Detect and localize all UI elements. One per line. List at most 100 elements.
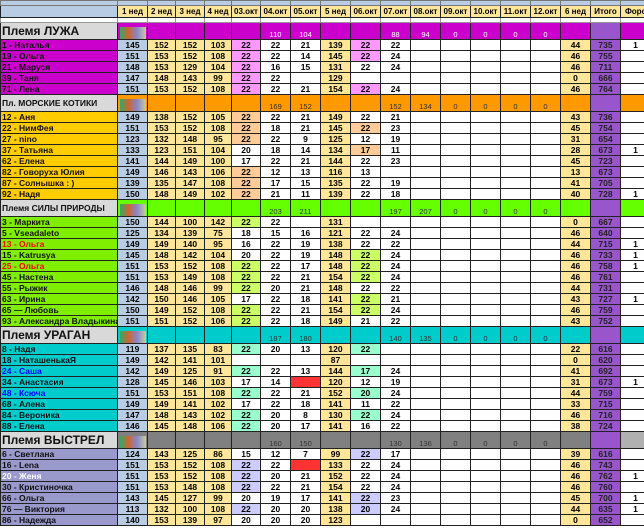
score-cell[interactable]: 22 — [350, 343, 381, 355]
score-cell[interactable]: 153 — [147, 271, 176, 283]
score-cell[interactable] — [410, 249, 441, 261]
score-cell[interactable]: 716 — [590, 409, 621, 421]
score-cell[interactable]: 144 — [147, 155, 176, 167]
score-cell[interactable]: 17 — [350, 144, 381, 156]
score-cell[interactable]: 22 — [231, 459, 261, 471]
score-cell[interactable]: 97 — [204, 514, 232, 526]
score-cell[interactable] — [470, 83, 501, 95]
score-cell[interactable]: 667 — [590, 216, 621, 228]
score-cell[interactable]: 22 — [350, 249, 381, 261]
column-header[interactable]: 3 нед — [175, 5, 205, 18]
score-cell[interactable]: 21 — [380, 293, 411, 305]
score-cell[interactable]: 139 — [320, 188, 351, 200]
score-cell[interactable] — [410, 216, 441, 228]
score-cell[interactable]: 17 — [260, 177, 291, 189]
score-cell[interactable]: 138 — [320, 238, 351, 250]
score-cell[interactable]: 147 — [175, 177, 205, 189]
score-cell[interactable] — [380, 343, 411, 355]
score-cell[interactable] — [530, 155, 561, 167]
score-cell[interactable]: 135 — [320, 177, 351, 189]
member-name[interactable]: 25 - Ольга — [0, 260, 118, 272]
score-cell[interactable]: 21 — [290, 155, 321, 167]
score-cell[interactable]: 700 — [590, 492, 621, 504]
score-cell[interactable]: 723 — [590, 155, 621, 167]
score-cell[interactable] — [620, 365, 644, 377]
score-cell[interactable] — [500, 315, 531, 327]
score-cell[interactable] — [620, 227, 644, 239]
score-cell[interactable] — [440, 481, 471, 493]
score-cell[interactable]: 149 — [175, 271, 205, 283]
score-cell[interactable]: 149 — [117, 354, 148, 366]
score-cell[interactable] — [410, 448, 441, 460]
tribe-daily-total[interactable]: 0 — [470, 326, 501, 344]
score-cell[interactable]: 123 — [320, 514, 351, 526]
member-name[interactable]: 82 - Говоруха Юлия — [0, 166, 118, 178]
score-cell[interactable] — [530, 216, 561, 228]
score-cell[interactable] — [440, 83, 471, 95]
score-cell[interactable]: 754 — [590, 122, 621, 134]
tribe-title[interactable]: Племя ЛУЖА — [0, 22, 118, 40]
score-cell[interactable] — [530, 83, 561, 95]
score-cell[interactable]: 142 — [147, 354, 176, 366]
tribe-daily-total[interactable]: 0 — [470, 22, 501, 40]
score-cell[interactable]: 21 — [290, 83, 321, 95]
score-cell[interactable]: 22 — [380, 420, 411, 432]
score-cell[interactable]: 108 — [204, 50, 232, 62]
score-cell[interactable]: 153 — [147, 61, 176, 73]
score-cell[interactable] — [440, 387, 471, 399]
score-cell[interactable]: 22 — [350, 459, 381, 471]
score-cell[interactable]: 40 — [560, 188, 591, 200]
score-cell[interactable]: 21 — [290, 122, 321, 134]
score-cell[interactable]: 22 — [380, 282, 411, 294]
score-cell[interactable]: 102 — [204, 398, 232, 410]
score-cell[interactable]: 752 — [590, 315, 621, 327]
score-cell[interactable]: 20 — [350, 387, 381, 399]
score-cell[interactable]: 149 — [147, 398, 176, 410]
score-cell[interactable]: 135 — [175, 343, 205, 355]
score-cell[interactable]: 152 — [175, 50, 205, 62]
score-cell[interactable]: 14 — [290, 144, 321, 156]
score-cell[interactable]: 151 — [117, 271, 148, 283]
column-header[interactable]: 10.окт — [470, 5, 501, 18]
score-cell[interactable] — [620, 72, 644, 84]
tribe-daily-total[interactable] — [175, 22, 205, 40]
score-cell[interactable]: 132 — [147, 503, 176, 515]
score-cell[interactable]: 22 — [260, 481, 291, 493]
score-cell[interactable]: 108 — [204, 260, 232, 272]
score-cell[interactable]: 46 — [560, 271, 591, 283]
tribe-daily-total[interactable] — [320, 326, 351, 344]
tribe-daily-total[interactable] — [147, 199, 176, 217]
score-cell[interactable]: 145 — [320, 50, 351, 62]
score-cell[interactable]: 139 — [175, 514, 205, 526]
score-cell[interactable]: 19 — [380, 177, 411, 189]
score-cell[interactable]: 8 — [290, 409, 321, 421]
score-cell[interactable]: 760 — [590, 481, 621, 493]
score-cell[interactable]: 22 — [380, 398, 411, 410]
score-cell[interactable] — [620, 61, 644, 73]
member-name[interactable]: 87 - Солнышка : ) — [0, 177, 118, 189]
score-cell[interactable]: 23 — [380, 492, 411, 504]
score-cell[interactable]: 46 — [560, 50, 591, 62]
score-cell[interactable] — [530, 177, 561, 189]
tribe-daily-total[interactable] — [590, 199, 621, 217]
score-cell[interactable]: 22 — [231, 481, 261, 493]
score-cell[interactable]: 761 — [590, 271, 621, 283]
score-cell[interactable]: 22 — [260, 249, 291, 261]
score-cell[interactable]: 41 — [560, 177, 591, 189]
score-cell[interactable]: 148 — [320, 260, 351, 272]
member-name[interactable]: 62 - Елена — [0, 155, 118, 167]
score-cell[interactable]: 131 — [320, 61, 351, 73]
score-cell[interactable]: 743 — [590, 459, 621, 471]
score-cell[interactable]: 149 — [175, 188, 205, 200]
column-header[interactable]: 11.окт — [500, 5, 531, 18]
score-cell[interactable] — [530, 249, 561, 261]
score-cell[interactable]: 11 — [380, 144, 411, 156]
tribe-daily-total[interactable] — [620, 22, 644, 40]
score-cell[interactable]: 148 — [147, 72, 176, 84]
score-cell[interactable]: 108 — [204, 304, 232, 316]
score-cell[interactable]: 141 — [117, 155, 148, 167]
score-cell[interactable] — [440, 315, 471, 327]
score-cell[interactable]: 108 — [204, 83, 232, 95]
score-cell[interactable]: 133 — [320, 459, 351, 471]
tribe-daily-total[interactable]: 0 — [530, 326, 561, 344]
